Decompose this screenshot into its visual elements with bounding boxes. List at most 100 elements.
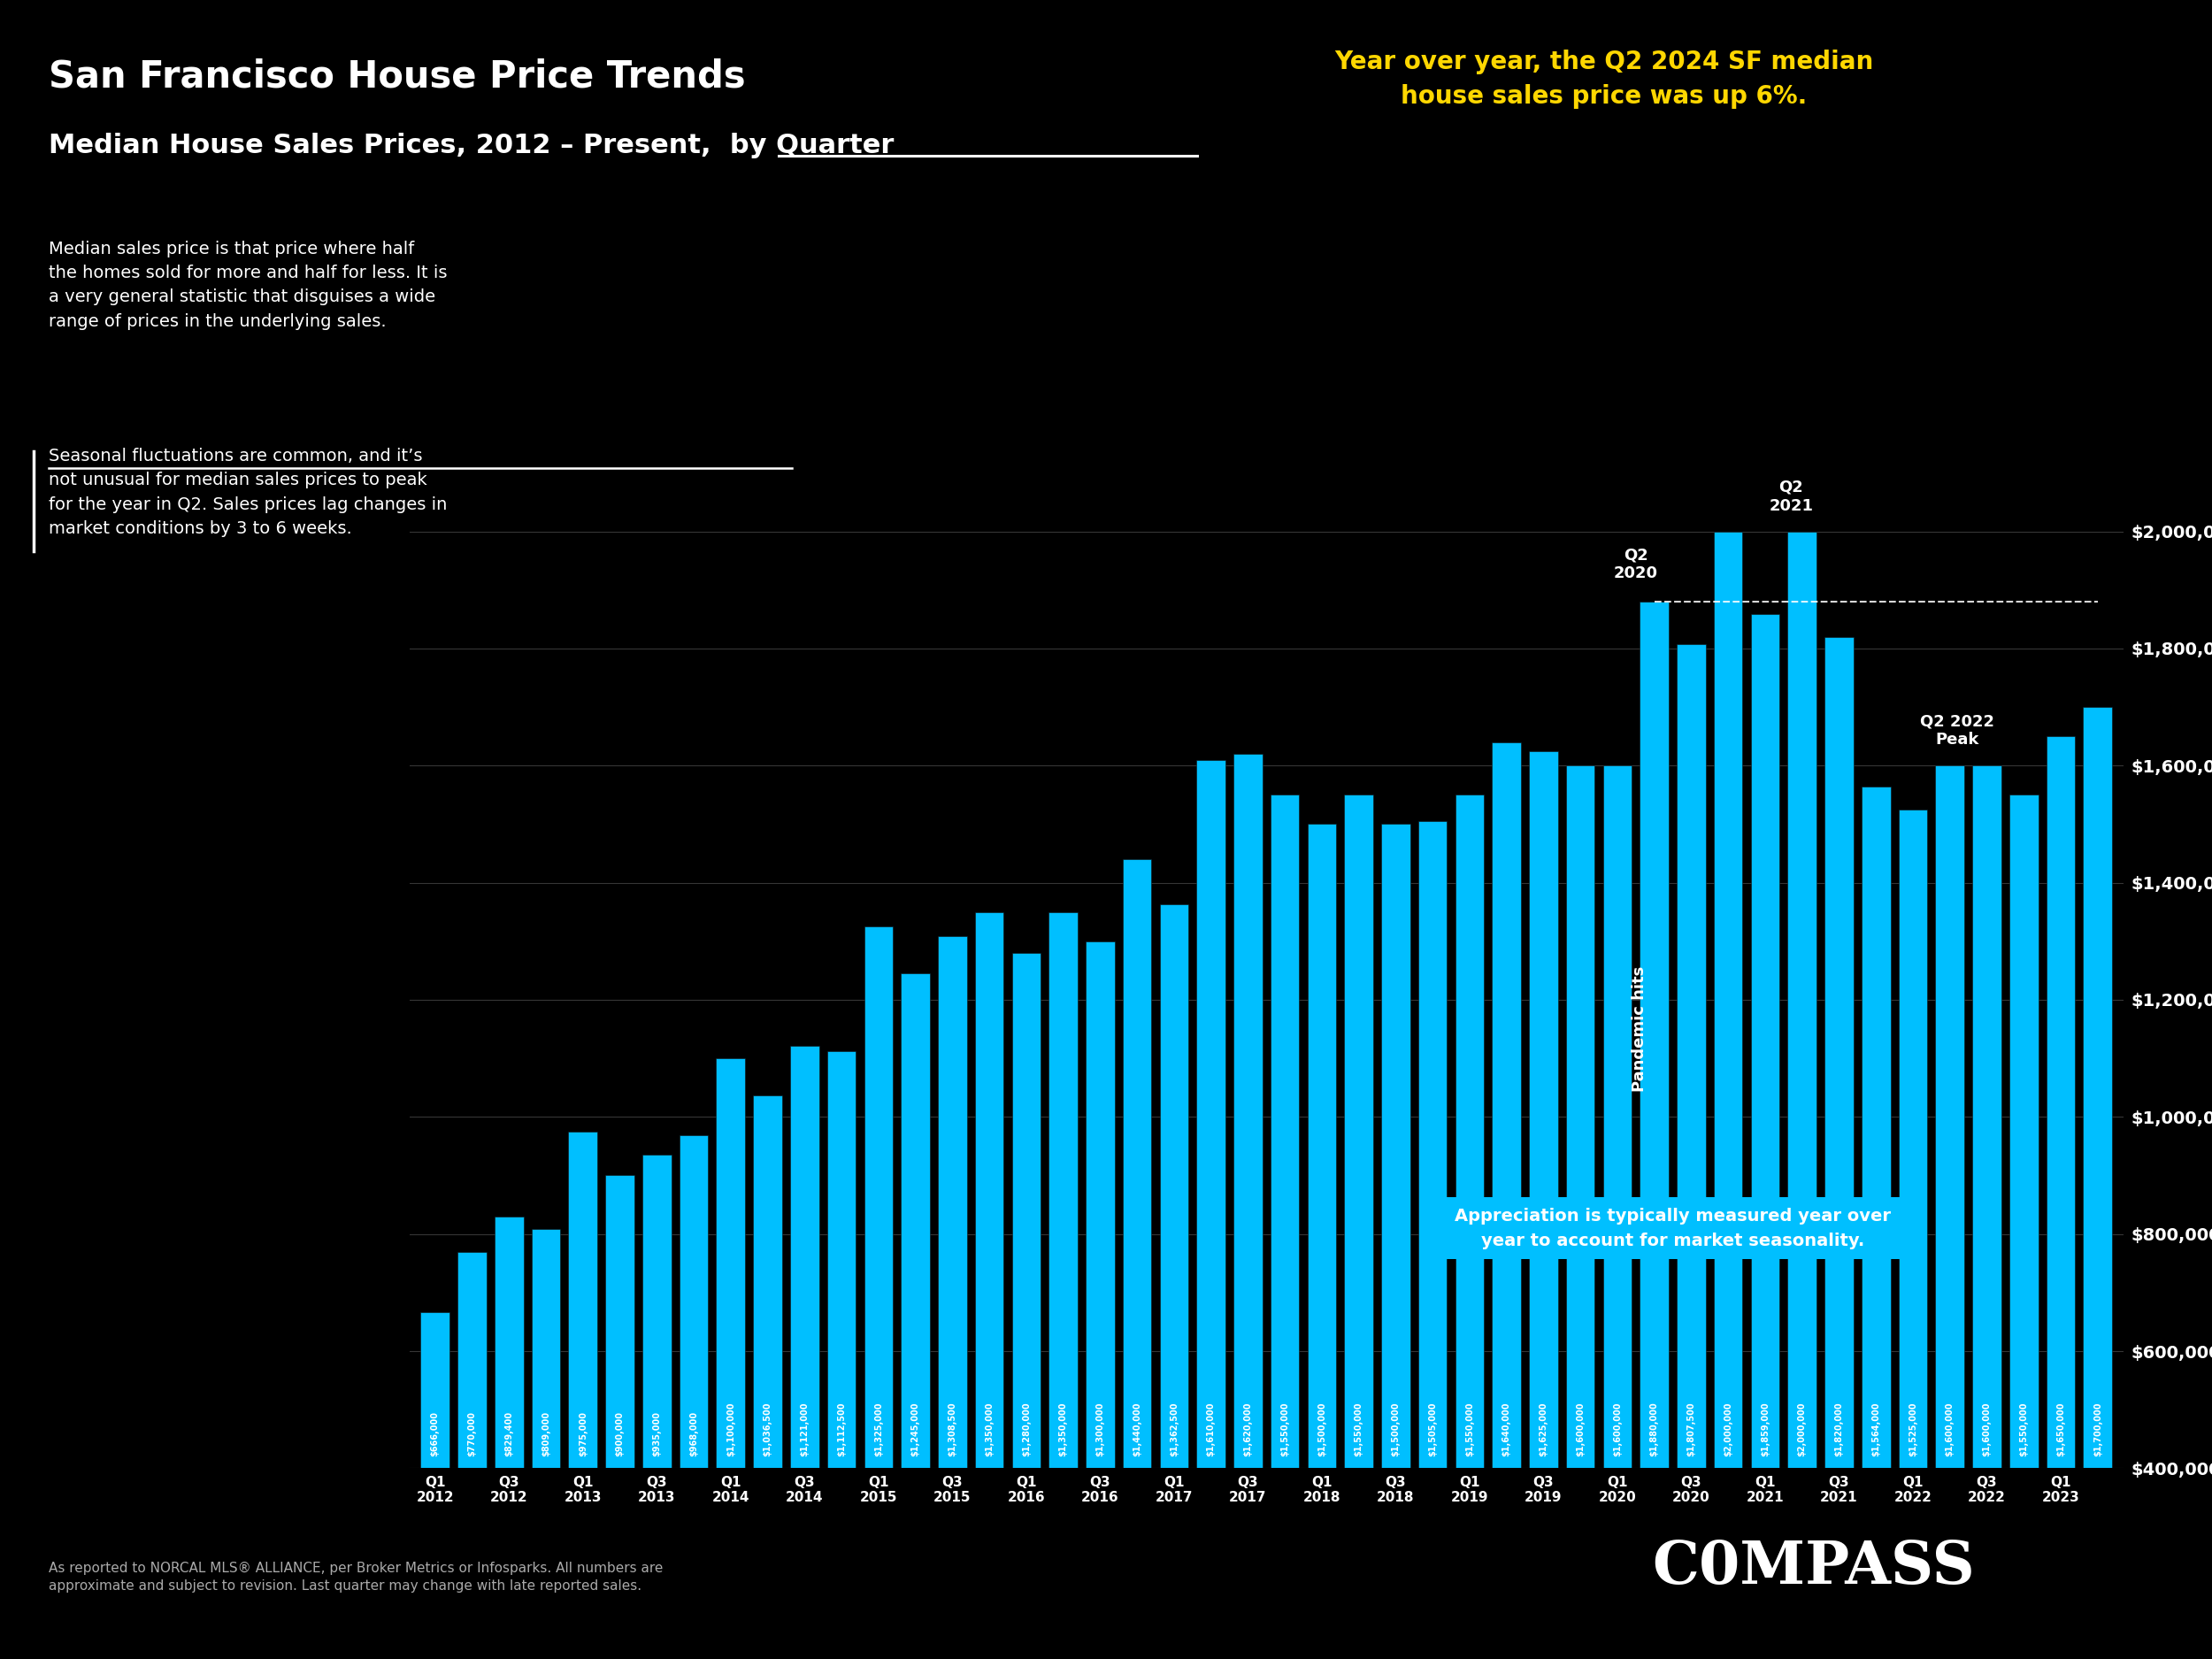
Bar bbox=[568, 1131, 597, 1659]
Bar bbox=[2084, 707, 2112, 1659]
Bar bbox=[1159, 904, 1188, 1659]
Text: $1,300,000: $1,300,000 bbox=[1095, 1402, 1104, 1457]
Text: $1,505,000: $1,505,000 bbox=[1429, 1402, 1438, 1457]
Text: Median sales price is that price where half
the homes sold for more and half for: Median sales price is that price where h… bbox=[49, 241, 447, 330]
Bar bbox=[1307, 825, 1336, 1659]
Text: $1,500,000: $1,500,000 bbox=[1391, 1402, 1400, 1457]
Text: Q2
2020: Q2 2020 bbox=[1615, 547, 1659, 581]
Bar bbox=[1566, 765, 1595, 1659]
Bar bbox=[1898, 810, 1927, 1659]
Text: $2,000,000: $2,000,000 bbox=[1723, 1402, 1732, 1457]
Text: $1,610,000: $1,610,000 bbox=[1206, 1402, 1214, 1457]
Bar bbox=[1936, 765, 1964, 1659]
Bar bbox=[1973, 765, 2002, 1659]
Text: $809,000: $809,000 bbox=[542, 1412, 551, 1457]
Text: Q2
2021: Q2 2021 bbox=[1770, 479, 1814, 514]
Text: $1,550,000: $1,550,000 bbox=[1354, 1402, 1363, 1457]
Bar bbox=[1345, 795, 1374, 1659]
Text: $1,362,500: $1,362,500 bbox=[1170, 1402, 1179, 1457]
Bar bbox=[679, 1136, 708, 1659]
Bar bbox=[1528, 752, 1557, 1659]
Text: $1,325,000: $1,325,000 bbox=[874, 1402, 883, 1457]
Text: Median House Sales Prices, 2012 – Present,  by Quarter: Median House Sales Prices, 2012 – Presen… bbox=[49, 133, 894, 158]
Bar bbox=[1197, 760, 1225, 1659]
Text: As reported to NORCAL MLS® ALLIANCE, per Broker Metrics or Infosparks. All numbe: As reported to NORCAL MLS® ALLIANCE, per… bbox=[49, 1561, 664, 1593]
Bar bbox=[1714, 531, 1743, 1659]
Text: $1,550,000: $1,550,000 bbox=[2020, 1402, 2028, 1457]
Bar bbox=[827, 1052, 856, 1659]
Text: $1,350,000: $1,350,000 bbox=[1060, 1402, 1068, 1457]
Bar bbox=[641, 1155, 670, 1659]
Bar bbox=[495, 1216, 524, 1659]
Text: $1,112,500: $1,112,500 bbox=[836, 1402, 845, 1457]
Text: Q2 2022
Peak: Q2 2022 Peak bbox=[1920, 713, 1995, 748]
Bar bbox=[1380, 825, 1409, 1659]
Text: $1,880,000: $1,880,000 bbox=[1650, 1402, 1659, 1457]
Text: $1,620,000: $1,620,000 bbox=[1243, 1402, 1252, 1457]
Text: $968,000: $968,000 bbox=[690, 1412, 699, 1457]
Text: $2,000,000: $2,000,000 bbox=[1798, 1402, 1807, 1457]
Text: $1,440,000: $1,440,000 bbox=[1133, 1402, 1141, 1457]
Text: $1,245,000: $1,245,000 bbox=[911, 1402, 920, 1457]
Bar bbox=[790, 1047, 818, 1659]
Bar bbox=[1639, 602, 1668, 1659]
Bar bbox=[1011, 952, 1040, 1659]
Text: $1,350,000: $1,350,000 bbox=[984, 1402, 993, 1457]
Text: $935,000: $935,000 bbox=[653, 1412, 661, 1457]
Text: $1,859,000: $1,859,000 bbox=[1761, 1402, 1770, 1457]
Text: $1,640,000: $1,640,000 bbox=[1502, 1402, 1511, 1457]
Text: Seasonal fluctuations are common, and it’s
not unusual for median sales prices t: Seasonal fluctuations are common, and it… bbox=[49, 448, 447, 538]
Text: $1,820,000: $1,820,000 bbox=[1834, 1402, 1843, 1457]
Text: $1,650,000: $1,650,000 bbox=[2057, 1402, 2066, 1457]
Bar bbox=[1124, 859, 1152, 1659]
Bar bbox=[1455, 795, 1484, 1659]
Text: C0MPASS: C0MPASS bbox=[1652, 1538, 1975, 1596]
Text: Pandemic hits: Pandemic hits bbox=[1632, 966, 1648, 1092]
Text: Appreciation is typically measured year over
year to account for market seasonal: Appreciation is typically measured year … bbox=[1455, 1208, 1891, 1249]
Bar bbox=[531, 1229, 560, 1659]
Bar bbox=[900, 974, 929, 1659]
Bar bbox=[1677, 644, 1705, 1659]
Bar bbox=[2008, 795, 2037, 1659]
Bar bbox=[1825, 637, 1854, 1659]
Text: $1,700,000: $1,700,000 bbox=[2093, 1402, 2101, 1457]
Text: $1,308,500: $1,308,500 bbox=[949, 1402, 958, 1457]
Text: $1,121,000: $1,121,000 bbox=[801, 1402, 810, 1457]
Text: $770,000: $770,000 bbox=[467, 1412, 476, 1457]
Bar bbox=[1048, 912, 1077, 1659]
Bar bbox=[1234, 753, 1263, 1659]
Bar bbox=[1086, 941, 1115, 1659]
Bar bbox=[1750, 614, 1778, 1659]
Text: Year over year, the Q2 2024 SF median
house sales price was up 6%.: Year over year, the Q2 2024 SF median ho… bbox=[1334, 50, 1874, 109]
Text: $666,000: $666,000 bbox=[431, 1412, 440, 1457]
Bar bbox=[1863, 786, 1891, 1659]
Text: $1,280,000: $1,280,000 bbox=[1022, 1402, 1031, 1457]
Text: $829,400: $829,400 bbox=[504, 1412, 513, 1457]
Bar bbox=[458, 1251, 487, 1659]
Bar bbox=[938, 936, 967, 1659]
Bar bbox=[1493, 742, 1522, 1659]
Text: $1,564,000: $1,564,000 bbox=[1871, 1402, 1880, 1457]
Text: $1,807,500: $1,807,500 bbox=[1688, 1402, 1697, 1457]
Text: $1,550,000: $1,550,000 bbox=[1464, 1402, 1473, 1457]
Text: $1,600,000: $1,600,000 bbox=[1944, 1402, 1953, 1457]
Bar bbox=[865, 927, 894, 1659]
Bar bbox=[975, 912, 1004, 1659]
Text: $1,625,000: $1,625,000 bbox=[1540, 1402, 1548, 1457]
Bar bbox=[1270, 795, 1298, 1659]
Text: $1,500,000: $1,500,000 bbox=[1318, 1402, 1327, 1457]
Text: $1,600,000: $1,600,000 bbox=[1575, 1402, 1584, 1457]
Text: $1,036,500: $1,036,500 bbox=[763, 1402, 772, 1457]
Bar bbox=[717, 1058, 745, 1659]
Text: $1,600,000: $1,600,000 bbox=[1982, 1402, 1991, 1457]
Text: $1,600,000: $1,600,000 bbox=[1613, 1402, 1621, 1457]
Bar bbox=[606, 1176, 635, 1659]
Bar bbox=[1418, 821, 1447, 1659]
Text: $1,100,000: $1,100,000 bbox=[726, 1402, 734, 1457]
Bar bbox=[1604, 765, 1632, 1659]
Bar bbox=[1787, 531, 1816, 1659]
Text: $1,525,000: $1,525,000 bbox=[1909, 1402, 1918, 1457]
Text: San Francisco House Price Trends: San Francisco House Price Trends bbox=[49, 58, 745, 95]
Bar bbox=[2046, 737, 2075, 1659]
Text: $975,000: $975,000 bbox=[580, 1412, 588, 1457]
